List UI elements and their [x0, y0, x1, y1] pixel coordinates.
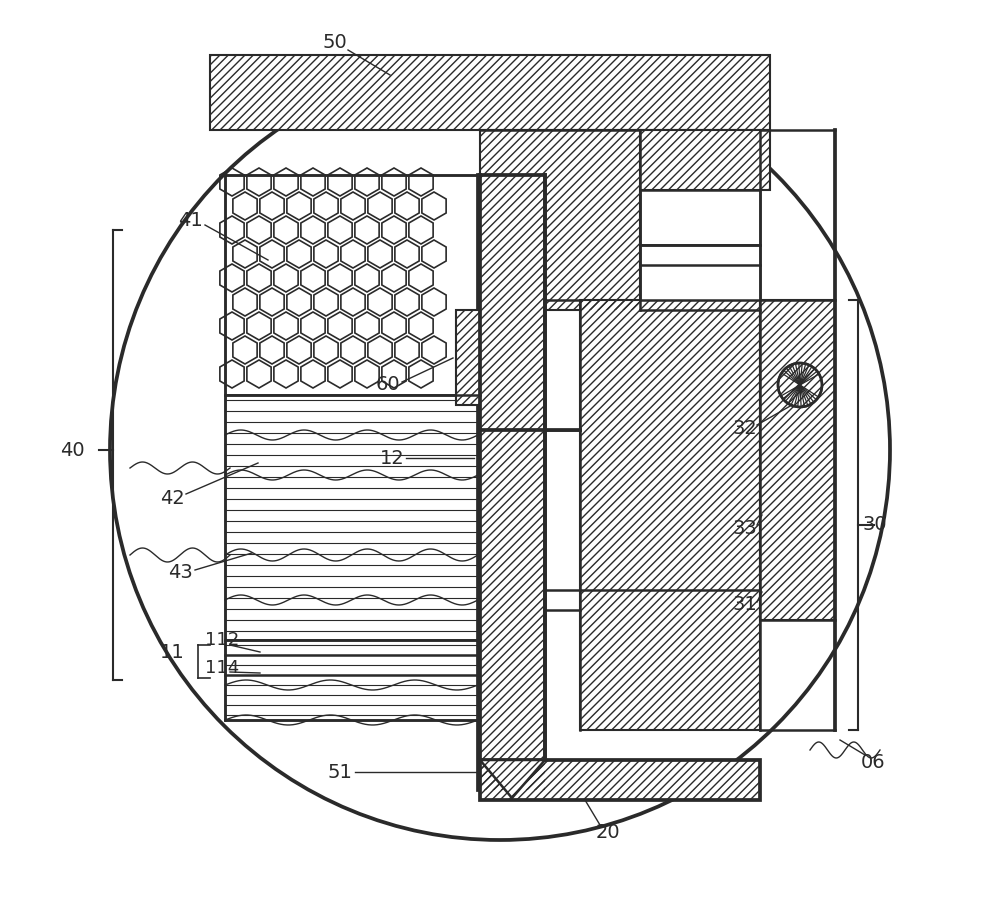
Bar	[478, 175, 545, 790]
Bar	[225, 175, 480, 395]
Text: 60: 60	[376, 375, 400, 394]
Bar	[580, 300, 760, 730]
Bar	[760, 300, 835, 620]
Bar	[456, 310, 480, 405]
Bar	[225, 395, 480, 640]
Bar	[480, 130, 640, 310]
Bar	[640, 190, 760, 245]
Bar	[210, 55, 770, 130]
Text: 20: 20	[596, 823, 620, 842]
Text: 114: 114	[205, 659, 239, 677]
Text: 33: 33	[733, 518, 757, 537]
Text: 12: 12	[380, 448, 404, 467]
Text: 41: 41	[178, 211, 202, 230]
Text: 31: 31	[733, 596, 757, 615]
Bar	[480, 760, 760, 800]
Text: 43: 43	[168, 563, 192, 582]
Text: 30: 30	[863, 516, 887, 535]
Text: 42: 42	[160, 489, 184, 508]
Polygon shape	[480, 760, 545, 798]
Text: 112: 112	[205, 631, 239, 649]
Bar	[480, 130, 640, 310]
Text: 32: 32	[733, 418, 757, 437]
Text: 51: 51	[328, 762, 352, 781]
Bar	[225, 640, 480, 720]
Text: 50: 50	[323, 32, 347, 51]
Bar	[580, 300, 760, 730]
Text: 06: 06	[861, 752, 885, 771]
Bar	[456, 310, 480, 405]
Bar	[760, 300, 835, 620]
Bar	[478, 175, 545, 790]
Bar	[210, 55, 770, 130]
Text: 40: 40	[60, 440, 84, 460]
Bar	[480, 760, 760, 800]
Bar	[640, 130, 770, 190]
Bar	[640, 245, 760, 300]
Text: 11: 11	[160, 644, 184, 662]
Bar	[640, 130, 770, 190]
